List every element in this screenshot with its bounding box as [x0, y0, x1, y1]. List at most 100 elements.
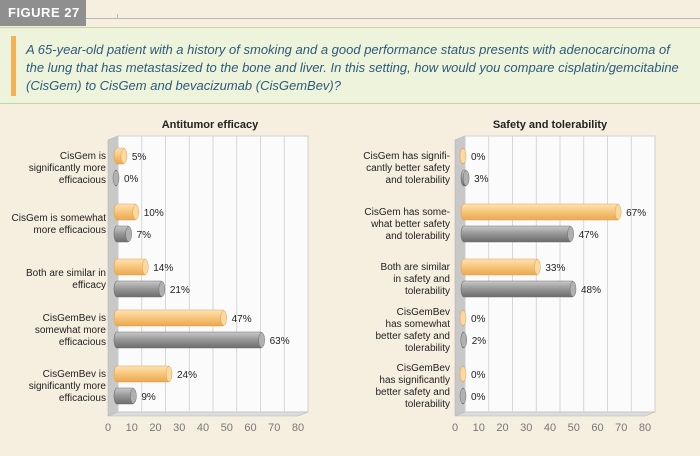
bar-end-cap [567, 226, 574, 242]
data-label: 3% [474, 174, 489, 185]
bar-end-cap [459, 366, 467, 382]
category-label: Both are similar in safety and tolerabilit… [381, 262, 451, 297]
charts-svg: Antitumor efficacy 0 10 20 30 40 50 60 70 80 CisGe… [12, 119, 656, 434]
bar-end-cap [614, 204, 622, 220]
category-label: CisGemBev is somewhat more efficacious [35, 313, 107, 348]
category-label-line: and tolerability [386, 175, 450, 186]
question-text: A 65-year-old patient with a history of … [26, 42, 679, 93]
x-tick-label: 20 [496, 422, 508, 434]
data-label: 67% [626, 208, 646, 219]
bar-end-cap [125, 226, 132, 242]
data-label: 47% [232, 314, 252, 325]
bar-end-cap [158, 281, 166, 297]
data-label: 48% [581, 285, 601, 296]
question-box: A 65-year-old patient with a history of … [0, 27, 700, 104]
data-label: 2% [472, 336, 487, 347]
data-label: 5% [132, 152, 147, 163]
category-label-line: efficacy [72, 280, 106, 291]
bar-series-2 [113, 280, 165, 298]
data-label: 24% [177, 370, 197, 381]
category-label-line: better safety and [376, 331, 451, 342]
x-tick-label: 50 [568, 422, 580, 434]
x-tick-label: 40 [544, 422, 556, 434]
category-label-line: CisGemBev is [43, 369, 106, 380]
x-tick-label: 0 [105, 422, 111, 434]
figure-header: FIGURE 27 [0, 0, 700, 26]
category-label: CisGem has signifi-cantly better safety a… [363, 151, 450, 186]
header-rule-tick [117, 14, 118, 19]
category-label-line: CisGem has some- [364, 207, 450, 218]
category-label-line: CisGem has signifi- [363, 151, 450, 162]
chart-1: Antitumor efficacy 0 10 20 30 40 50 60 70 80 CisGe… [12, 119, 309, 434]
category-label-line: CisGem is somewhat [12, 213, 107, 224]
data-label: 21% [170, 285, 190, 296]
category-label-line: cantly better safety [366, 163, 450, 174]
category-label-line: CisGem is [60, 151, 106, 162]
bar-series-2 [113, 331, 264, 349]
bar-end-cap [462, 170, 470, 186]
category-label: Both are similar in efficacy [26, 268, 106, 291]
plot-floor [454, 411, 656, 417]
category-label-line: significantly more [29, 163, 107, 174]
category-label-line: Both are similar [381, 262, 451, 273]
x-tick-label: 80 [639, 422, 651, 434]
x-tick-label: 10 [126, 422, 138, 434]
bar-end-cap [120, 148, 128, 164]
bar-end-cap [459, 388, 467, 404]
x-tick-label: 50 [221, 422, 233, 434]
bar-end-cap [130, 388, 137, 404]
category-label-line: efficacious [59, 393, 106, 404]
category-label: CisGem is significantly more efficacious [29, 151, 107, 186]
x-tick-label: 80 [292, 422, 304, 434]
bar-series-1 [460, 258, 540, 276]
x-tick-label: 20 [149, 422, 161, 434]
bar-series-1 [460, 203, 621, 221]
category-label: CisGemBev has somewhat better safety and to… [376, 307, 451, 354]
header-rule [86, 18, 700, 19]
x-tick-label: 60 [244, 422, 256, 434]
x-tick-label: 40 [197, 422, 209, 434]
bar-end-cap [132, 204, 139, 220]
category-label-line: has somewhat [386, 319, 451, 330]
category-label-line: CisGemBev [397, 307, 450, 318]
bar-end-cap [112, 170, 120, 186]
category-label: CisGemBev is significantly more efficaciou… [29, 369, 107, 404]
bar-end-cap [220, 310, 227, 326]
category-label-line: CisGemBev [397, 363, 450, 374]
category-label-line: what better safety [370, 219, 450, 230]
category-label-line: efficacious [59, 337, 106, 348]
bar-end-cap [165, 366, 173, 382]
data-label: 14% [153, 263, 173, 274]
data-label: 0% [471, 370, 486, 381]
chart-title: Antitumor efficacy [162, 119, 259, 131]
data-label: 0% [471, 392, 486, 403]
data-label: 0% [471, 152, 486, 163]
bar-series-1 [113, 365, 172, 383]
x-tick-label: 10 [473, 422, 485, 434]
x-tick-label: 0 [452, 422, 458, 434]
bar-end-cap [569, 281, 577, 297]
data-label: 10% [144, 208, 164, 219]
x-tick-label: 60 [591, 422, 603, 434]
x-tick-label: 30 [520, 422, 532, 434]
category-label-line: significantly more [29, 381, 107, 392]
bar-end-cap [142, 259, 149, 275]
data-label: 7% [137, 230, 152, 241]
data-label: 63% [270, 336, 290, 347]
data-label: 0% [124, 174, 139, 185]
plot-floor [107, 411, 309, 417]
category-label-line: better safety and [376, 387, 451, 398]
category-label-line: efficacious [59, 175, 106, 186]
data-label: 9% [141, 392, 156, 403]
bar-series-2 [460, 225, 573, 243]
bar-series-2 [460, 280, 576, 298]
category-label-line: Both are similar in [26, 268, 106, 279]
x-tick-label: 30 [173, 422, 185, 434]
x-tick-label: 70 [615, 422, 627, 434]
bar-end-cap [460, 332, 467, 348]
chart-2: Safety and tolerability 0 10 20 30 40 50 60 70 80… [363, 119, 656, 434]
bar-end-cap [459, 148, 467, 164]
charts-area: Antitumor efficacy 0 10 20 30 40 50 60 70 80 CisGe… [0, 104, 700, 451]
category-label-line: and tolerability [386, 231, 450, 242]
